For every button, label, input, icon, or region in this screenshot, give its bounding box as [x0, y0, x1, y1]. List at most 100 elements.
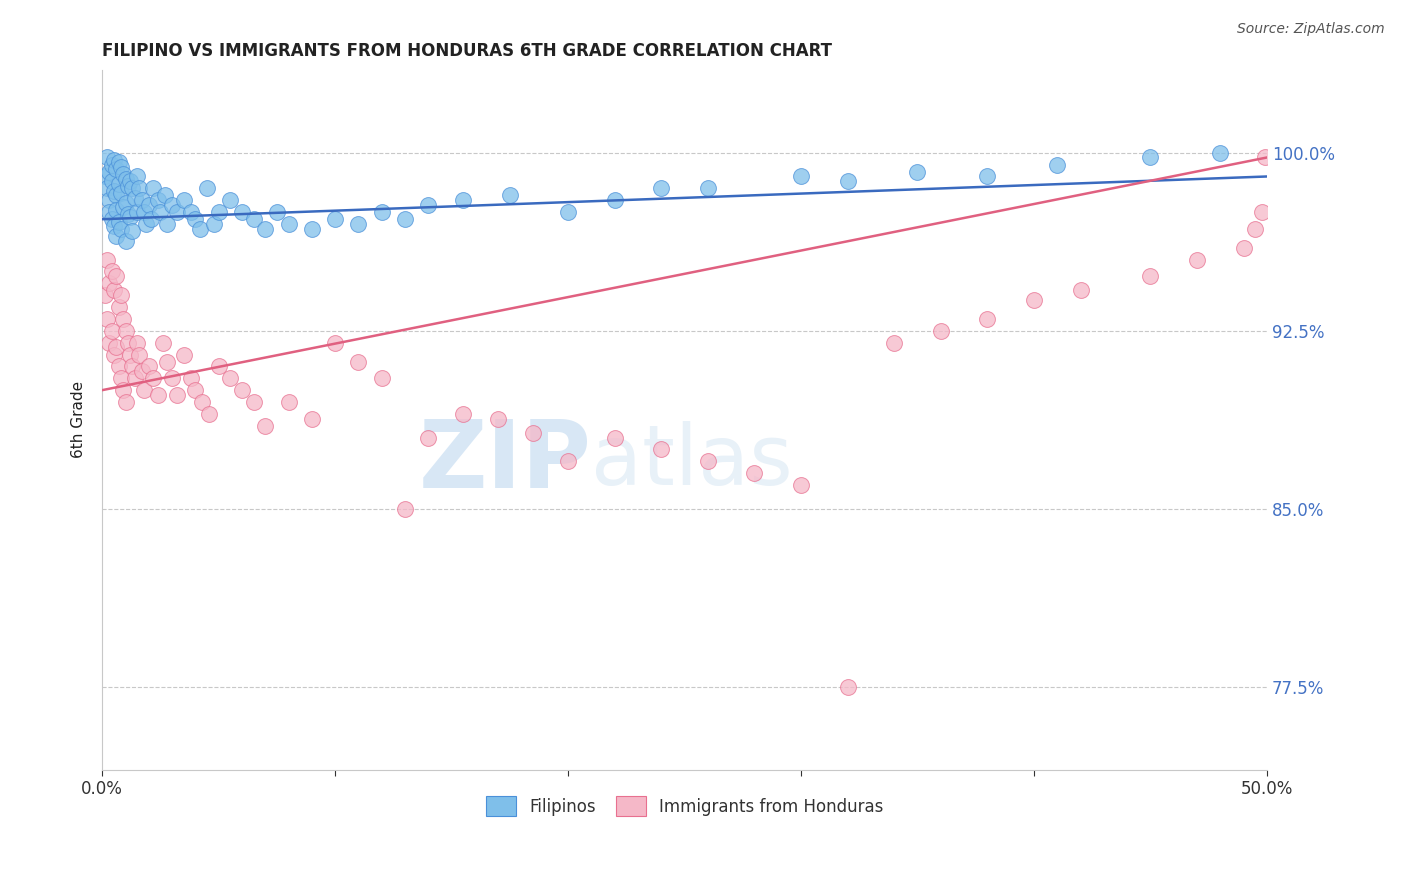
Point: [96, 151, 118, 165]
Point: [231, 205, 253, 219]
Point: [110, 186, 132, 200]
Point: [112, 383, 135, 397]
Point: [557, 205, 579, 219]
Point: [603, 193, 626, 207]
Point: [188, 221, 211, 235]
Point: [603, 431, 626, 445]
Point: [254, 221, 277, 235]
Point: [114, 324, 136, 338]
Point: [138, 198, 160, 212]
Point: [219, 371, 242, 385]
Point: [1139, 151, 1161, 165]
Point: [184, 383, 207, 397]
Point: [105, 188, 128, 202]
Point: [128, 181, 150, 195]
Point: [744, 467, 766, 481]
Point: [790, 169, 813, 184]
Point: [127, 205, 149, 219]
Point: [127, 169, 149, 184]
Point: [124, 191, 146, 205]
Point: [1139, 269, 1161, 284]
Point: [98, 193, 121, 207]
Point: [103, 219, 125, 234]
Point: [100, 158, 122, 172]
Point: [202, 217, 225, 231]
Point: [103, 347, 125, 361]
Point: [837, 174, 859, 188]
Point: [242, 395, 264, 409]
Point: [98, 277, 121, 291]
Point: [907, 165, 929, 179]
Point: [929, 324, 952, 338]
Point: [277, 217, 299, 231]
Point: [650, 181, 672, 195]
Y-axis label: 6th Grade: 6th Grade: [72, 381, 86, 458]
Point: [160, 371, 183, 385]
Point: [198, 407, 221, 421]
Point: [107, 177, 129, 191]
Point: [105, 269, 128, 284]
Point: [110, 160, 132, 174]
Point: [1244, 221, 1267, 235]
Point: [173, 347, 195, 361]
Point: [114, 195, 136, 210]
Point: [100, 324, 122, 338]
Point: [114, 234, 136, 248]
Point: [696, 454, 718, 468]
Point: [146, 193, 169, 207]
Point: [451, 407, 474, 421]
Point: [208, 359, 231, 374]
Point: [323, 335, 346, 350]
Point: [105, 228, 128, 243]
Point: [451, 193, 474, 207]
Point: [301, 411, 323, 425]
Point: [1185, 252, 1208, 267]
Text: atlas: atlas: [592, 421, 793, 502]
Point: [135, 217, 157, 231]
Point: [139, 212, 162, 227]
Point: [107, 155, 129, 169]
Point: [394, 212, 416, 227]
Point: [107, 359, 129, 374]
Point: [142, 371, 165, 385]
Point: [146, 388, 169, 402]
Point: [128, 347, 150, 361]
Point: [418, 431, 440, 445]
Point: [134, 383, 156, 397]
Point: [107, 214, 129, 228]
Point: [883, 335, 905, 350]
Point: [142, 181, 165, 195]
Point: [149, 205, 172, 219]
Point: [120, 347, 142, 361]
Point: [100, 174, 122, 188]
Point: [152, 335, 174, 350]
Point: [557, 454, 579, 468]
Point: [394, 501, 416, 516]
Point: [160, 198, 183, 212]
Point: [93, 288, 115, 302]
Point: [254, 418, 277, 433]
Point: [180, 205, 202, 219]
Point: [323, 212, 346, 227]
Point: [1022, 293, 1045, 307]
Point: [1232, 241, 1254, 255]
Point: [114, 172, 136, 186]
Point: [184, 212, 207, 227]
Point: [117, 178, 139, 193]
Point: [156, 354, 179, 368]
Point: [522, 425, 544, 440]
Point: [131, 193, 153, 207]
Point: [112, 167, 135, 181]
Point: [486, 411, 509, 425]
Point: [266, 205, 288, 219]
Point: [117, 335, 139, 350]
Point: [100, 264, 122, 278]
Point: [138, 359, 160, 374]
Point: [499, 188, 522, 202]
Point: [208, 205, 231, 219]
Point: [166, 388, 188, 402]
Point: [166, 205, 188, 219]
Point: [837, 680, 859, 694]
Point: [98, 205, 121, 219]
Text: ZIP: ZIP: [419, 416, 592, 508]
